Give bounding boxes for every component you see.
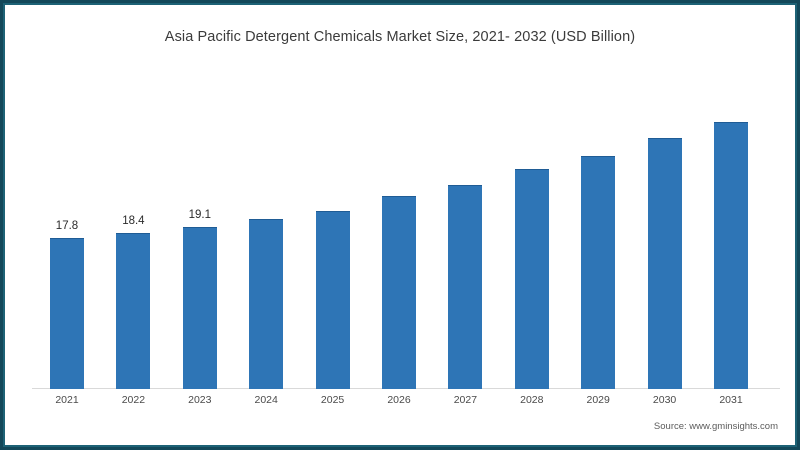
bar-2021 bbox=[50, 238, 84, 389]
bar-2023 bbox=[182, 227, 217, 389]
bar-2026 bbox=[382, 195, 416, 389]
bar-2027 bbox=[448, 185, 483, 389]
x-tick-2027: 2027 bbox=[453, 394, 478, 406]
bar-value-label-2023: 19.1 bbox=[188, 209, 211, 222]
x-tick-2022: 2022 bbox=[121, 394, 146, 406]
x-tick-2025: 2025 bbox=[320, 394, 345, 406]
bar-2030 bbox=[647, 138, 682, 389]
bar-value-label-2022: 18.4 bbox=[122, 215, 145, 228]
x-tick-2030: 2030 bbox=[652, 394, 677, 406]
bar-2029 bbox=[581, 156, 616, 389]
bar-2028 bbox=[514, 169, 549, 389]
x-tick-2029: 2029 bbox=[586, 394, 610, 406]
x-tick-2026: 2026 bbox=[387, 394, 411, 406]
bar-2024 bbox=[249, 219, 284, 389]
x-tick-2031: 2031 bbox=[719, 394, 743, 406]
x-tick-2023: 2023 bbox=[188, 394, 212, 406]
bar-2022 bbox=[116, 233, 151, 389]
chart-title: Asia Pacific Detergent Chemicals Market … bbox=[164, 29, 636, 45]
bar-2025 bbox=[315, 210, 350, 389]
x-tick-2024: 2024 bbox=[254, 394, 278, 406]
x-tick-2021: 2021 bbox=[55, 394, 79, 406]
x-tick-2028: 2028 bbox=[520, 394, 544, 406]
source-note: Source: www.gminsights.com bbox=[653, 421, 778, 432]
bar-value-label-2021: 17.8 bbox=[55, 220, 79, 233]
bar-2031 bbox=[714, 121, 748, 389]
